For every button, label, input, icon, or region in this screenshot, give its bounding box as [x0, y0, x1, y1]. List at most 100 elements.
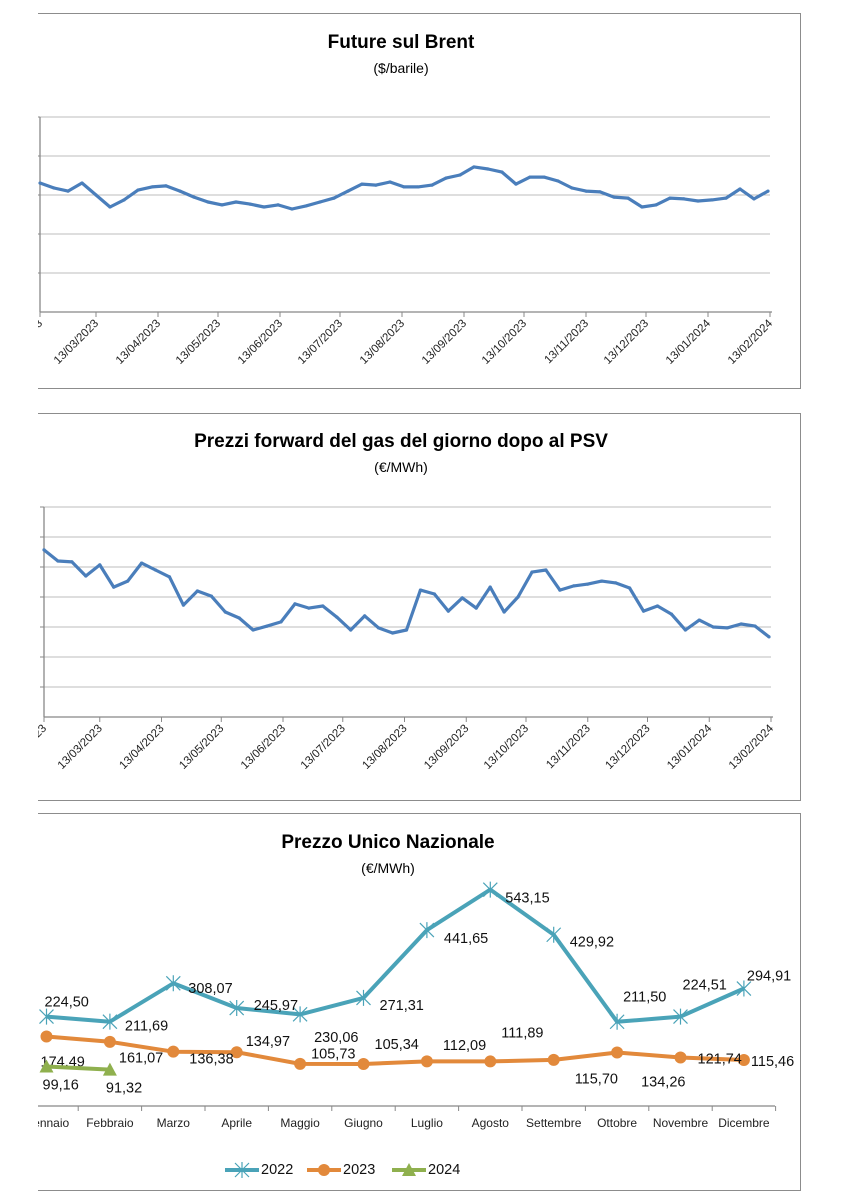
x-tick-label: 13/04/2023 — [114, 318, 163, 367]
data-point — [332, 196, 336, 200]
data-point — [516, 595, 520, 599]
data-point — [167, 575, 172, 579]
data-label: 121,74 — [698, 1051, 742, 1067]
data-point — [38, 181, 42, 185]
data-point — [738, 187, 742, 191]
data-point — [195, 589, 199, 593]
data-point — [626, 196, 630, 200]
star-marker — [356, 989, 371, 1006]
x-tick-label: Dicembre — [718, 1116, 770, 1130]
legend: 2022 2023 2024 — [225, 1162, 460, 1178]
data-point — [486, 167, 490, 171]
legend-item-2022: 2022 — [225, 1162, 293, 1178]
data-point — [584, 189, 588, 193]
x-tick-label: 13/11/2023 — [544, 723, 593, 772]
chart-border — [38, 413, 801, 801]
circle-marker — [294, 1057, 307, 1070]
x-tick-label: 13/02/2023 — [0, 723, 49, 772]
data-label: 105,34 — [375, 1037, 419, 1053]
data-point — [488, 585, 492, 589]
data-point — [276, 203, 280, 207]
legend-item-2023: 2023 — [307, 1162, 375, 1178]
brent-chart: Future sul Brent ($/barile) 13/02/2023 13… — [38, 13, 801, 389]
data-point — [725, 626, 729, 630]
data-point — [739, 622, 743, 626]
data-point — [346, 189, 350, 193]
x-tick-label: 13/10/2023 — [482, 723, 531, 772]
data-point — [472, 165, 476, 169]
data-point — [349, 628, 353, 632]
data-point — [112, 585, 116, 589]
data-label: 271,31 — [380, 998, 424, 1014]
data-point — [474, 606, 478, 610]
series-line — [43, 548, 770, 639]
x-tick-label: Marzo — [157, 1116, 191, 1130]
star-marker — [482, 881, 498, 898]
x-tick-label: Aprile — [221, 1116, 252, 1130]
data-point — [390, 631, 395, 635]
data-point — [669, 612, 674, 616]
data-point — [668, 196, 672, 200]
data-point — [307, 606, 311, 610]
data-point — [444, 176, 448, 180]
data-point — [136, 188, 140, 192]
x-tick-label: 13/05/2023 — [174, 318, 223, 367]
data-point — [724, 196, 728, 200]
data-point — [209, 594, 213, 598]
x-tick-label: 13/07/2023 — [296, 318, 345, 367]
legend-label: 2022 — [261, 1162, 293, 1178]
data-point — [293, 602, 297, 606]
plot-area: 13/02/2023 13/03/2023 13/04/2023 13/05/2023… — [38, 116, 776, 367]
star-marker — [736, 980, 752, 997]
star-marker — [229, 1000, 245, 1017]
data-point — [223, 610, 227, 614]
data-point — [752, 197, 756, 201]
star-marker — [165, 975, 181, 992]
chart-subtitle: ($/barile) — [373, 60, 428, 76]
data-point — [612, 195, 616, 199]
x-tick-label: Settembre — [526, 1116, 582, 1130]
data-point — [251, 628, 255, 632]
data-point — [683, 628, 687, 632]
circle-marker — [103, 1035, 116, 1048]
star-marker — [673, 1008, 688, 1025]
x-tick-label: 13/08/2023 — [358, 318, 407, 367]
data-label: 134,26 — [641, 1074, 685, 1090]
data-point — [237, 616, 241, 620]
x-tick-label: 13/06/2023 — [236, 318, 285, 367]
x-tick-label: 13/01/2024 — [665, 722, 715, 772]
data-point — [262, 205, 266, 209]
data-point — [181, 603, 186, 607]
circle-marker — [484, 1055, 497, 1068]
x-tick-label: Maggio — [280, 1116, 320, 1130]
data-point — [126, 579, 130, 583]
circle-marker — [547, 1053, 560, 1066]
data-point — [321, 604, 325, 608]
data-label: 224,50 — [45, 994, 89, 1010]
data-label: 211,50 — [623, 990, 666, 1006]
chart-title: Future sul Brent — [328, 32, 475, 53]
data-point — [572, 584, 576, 588]
data-point — [654, 203, 658, 207]
x-tick-label: Febbraio — [86, 1116, 134, 1130]
data-point — [766, 189, 770, 193]
data-point — [458, 173, 462, 177]
data-point — [402, 185, 406, 189]
x-tick-label: 13/07/2023 — [299, 723, 348, 772]
data-label: 543,15 — [505, 890, 549, 906]
data-point — [614, 581, 618, 585]
data-point — [150, 185, 154, 189]
data-point — [514, 182, 518, 186]
series-line — [46, 1064, 110, 1072]
data-label: 115,70 — [575, 1072, 618, 1088]
data-label: 294,91 — [747, 968, 791, 984]
data-point — [711, 625, 715, 629]
data-point — [52, 186, 56, 190]
star-marker — [102, 1013, 118, 1030]
data-point — [530, 570, 534, 574]
circle-marker — [318, 1164, 330, 1176]
x-tick-label: Novembre — [653, 1116, 709, 1130]
data-point — [94, 193, 98, 197]
data-label: 105,73 — [311, 1047, 355, 1063]
